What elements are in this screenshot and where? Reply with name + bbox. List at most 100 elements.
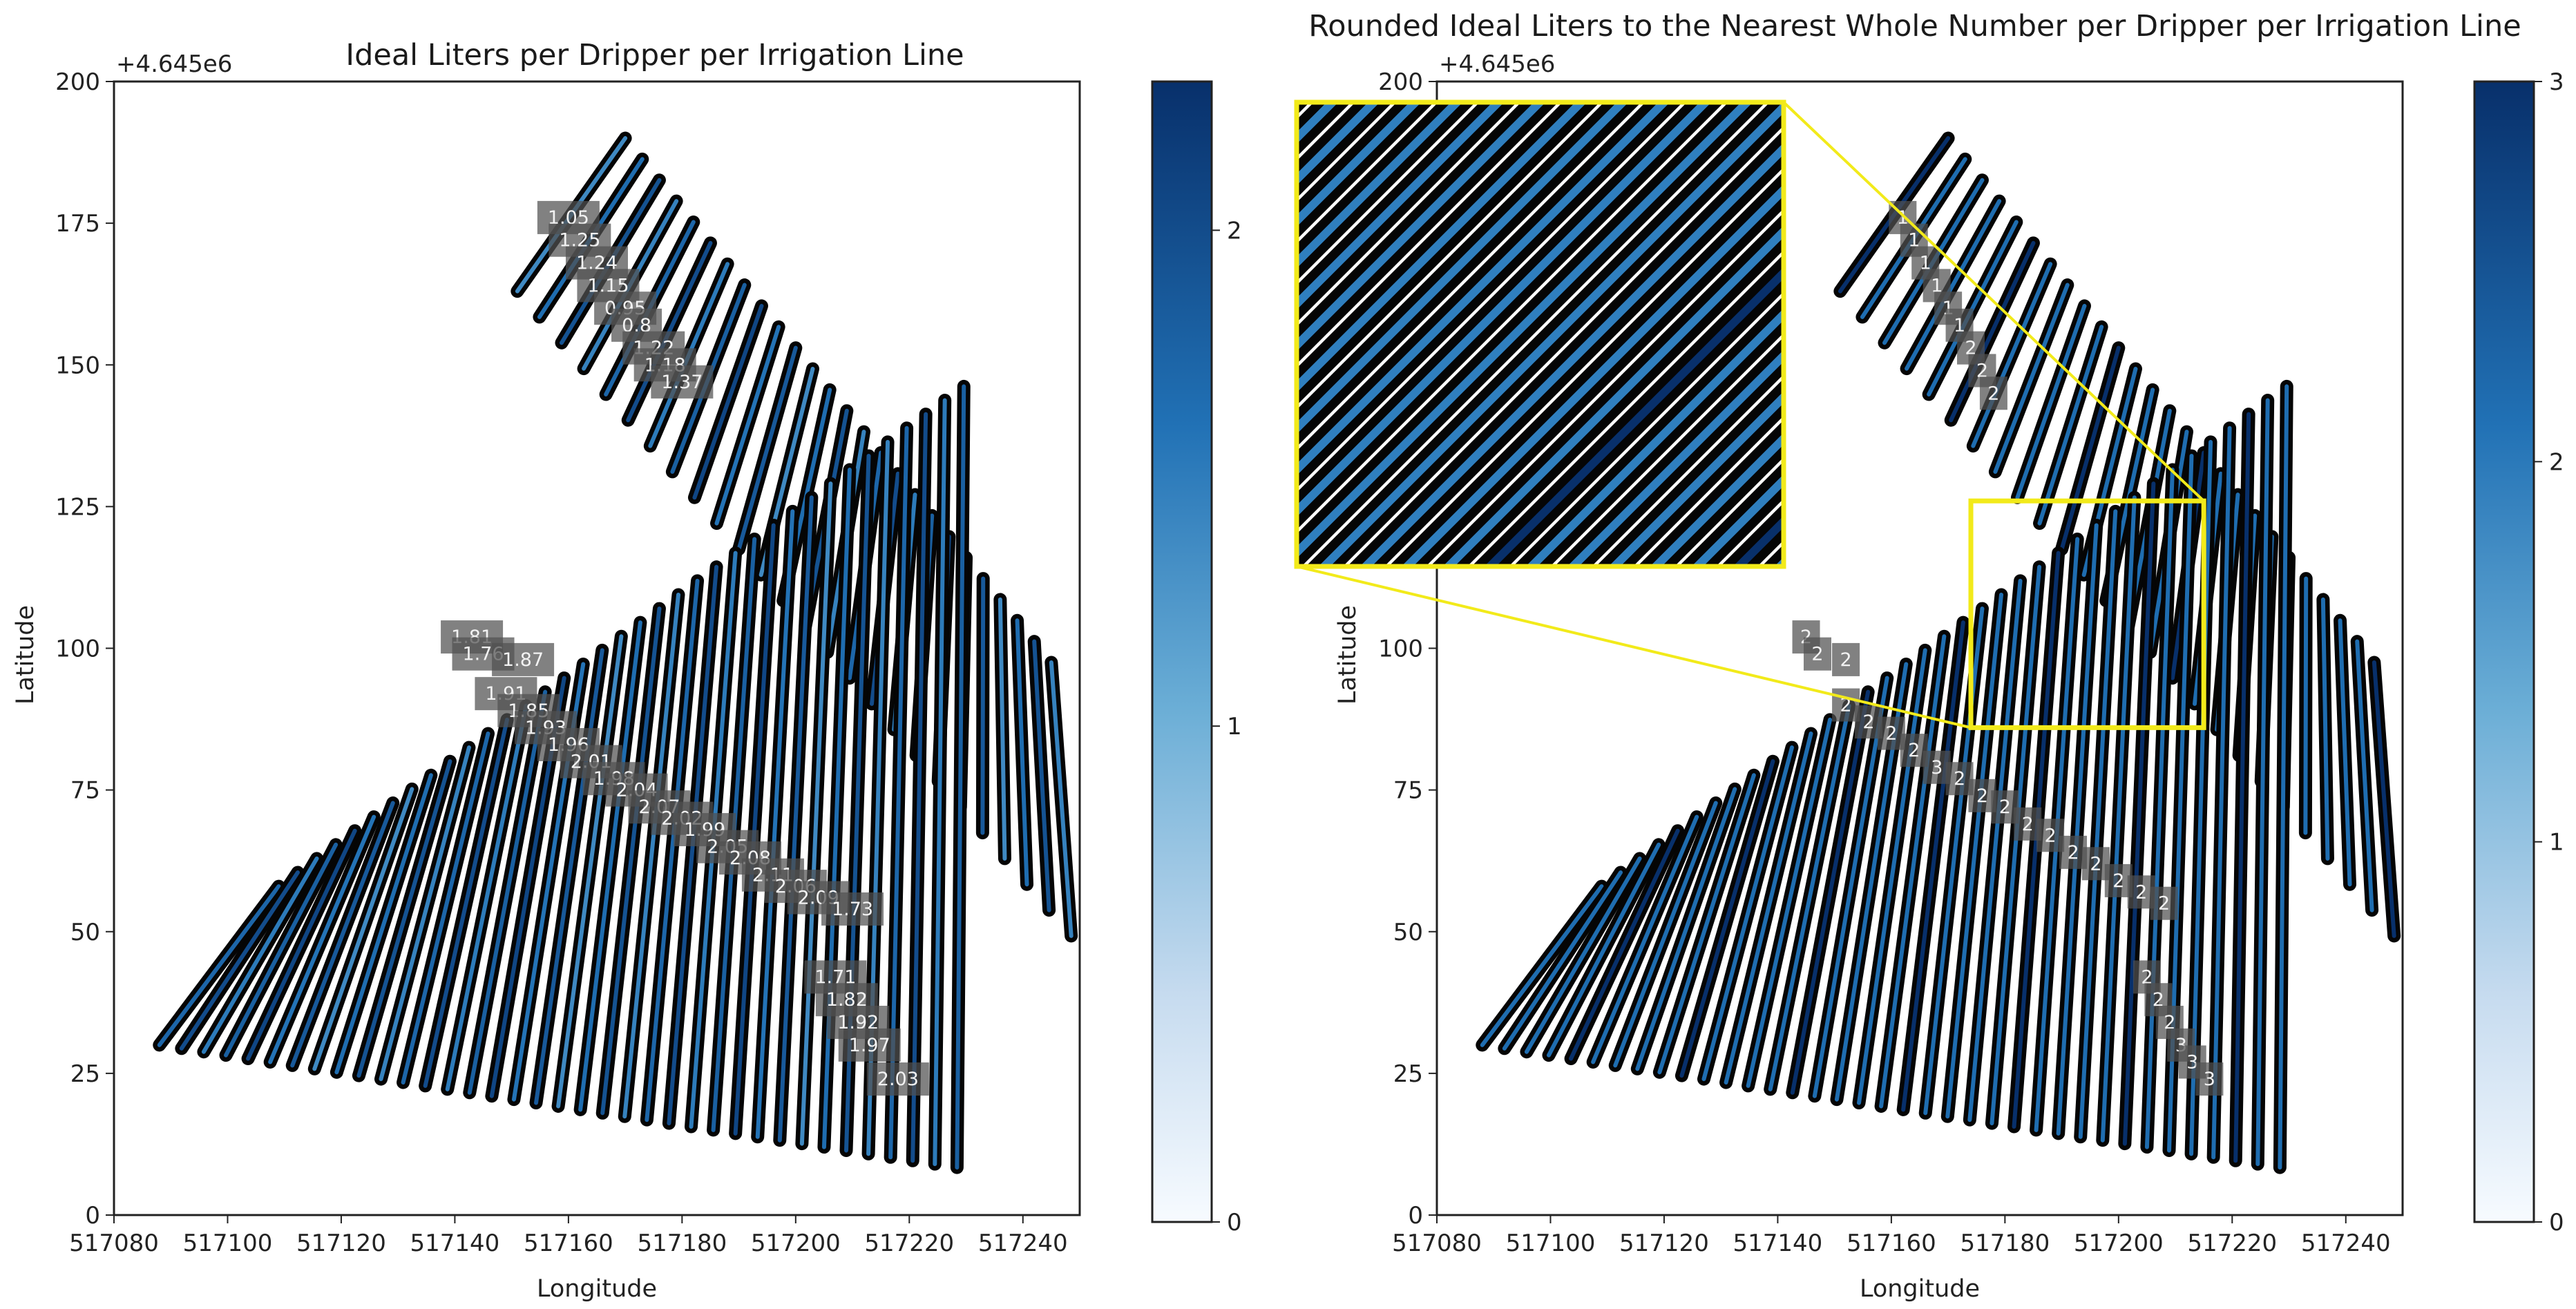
x-tick-label: 517200 [2074,1230,2164,1257]
zoom-line [1484,267,1784,566]
y-offset-text: +4.645e6 [116,50,232,78]
irrigation-line [736,345,798,551]
irrigation-line [290,801,395,1068]
irrigation-line [955,384,966,1170]
colorbar-tick-label: 2 [1227,217,1242,245]
y-tick-label: 0 [85,1202,100,1230]
y-tick-label: 25 [1393,1060,1423,1088]
irrigation-line [910,412,928,1163]
annotation-label: 2 [1976,785,1988,807]
irrigation-line [1967,578,2023,1122]
annotation-label: 1.73 [832,899,873,920]
y-tick-label: 75 [70,777,100,805]
annotation-box [2150,886,2178,920]
zoom-inset-frame [1294,99,1786,569]
annotation-label: 2 [2158,893,2170,915]
irrigation-line [1679,759,1775,1078]
x-axis-label: Longitude [1860,1275,1980,1303]
irrigation-line [401,731,490,1085]
irrigation-line [179,870,300,1051]
annotation-label: 2 [1954,768,1965,790]
irrigation-line [733,523,776,1136]
zoom-line [1297,102,1587,393]
colorbar-ticks: 0 1 2 [1212,217,1242,1236]
irrigation-line [1857,648,1927,1105]
irrigation-line [1927,220,2019,396]
irrigation-line [799,481,833,1146]
colorbar-gradient [1151,80,1213,1223]
annotation-label: 1 [1920,253,1931,274]
annotation-label: 2 [2022,814,2034,835]
x-tick-label: 517240 [978,1230,1068,1257]
annotation-label: 2 [2153,989,2164,1011]
annotation-box [838,1028,901,1062]
irrigation-line [1901,620,1965,1112]
zoom-connector [1296,565,1972,729]
annotation-box [2195,1062,2224,1096]
irrigation-line [312,787,414,1071]
y-tick-label: 100 [1378,636,1423,663]
irrigation-line [1812,676,1889,1098]
chart-ideal-liters: Ideal Liters per Dripper per Irrigation … [12,38,1242,1303]
irrigation-line [777,495,814,1143]
x-tick-label: 517120 [296,1230,386,1257]
y-tick-label: 200 [1378,68,1423,96]
irrigation-line [933,398,947,1167]
annotation-box [821,892,884,926]
zoom-line [1691,474,1784,566]
annotation-box [492,642,555,676]
annotation-label: 2 [1885,723,1897,745]
zoom-line [1297,102,1712,517]
colorbar-tick-label: 1 [2549,829,2564,857]
irrigation-line [714,325,781,526]
irrigation-line [556,634,624,1109]
x-tick-label: 517220 [864,1230,954,1257]
y-tick-label: 75 [1393,777,1423,805]
annotation-label: 2 [2067,842,2079,863]
x-tick-label: 517080 [1392,1230,1482,1257]
irrigation-line [246,828,357,1061]
annotation-label: 2 [1965,338,1976,359]
irrigation-line [1547,842,1661,1058]
irrigation-line [2355,639,2374,913]
irrigation-line [1768,703,1851,1091]
zoom-line [1297,102,1380,186]
x-tick-label: 517160 [524,1230,613,1257]
annotation-label: 2 [2135,881,2147,903]
annotation-label: 2 [2112,870,2124,892]
x-axis-label: Longitude [537,1275,657,1303]
zoom-connector [1782,101,2205,502]
irrigation-line [1015,618,1029,887]
colorbar-tick-label: 2 [2549,448,2564,476]
irrigation-line [2303,576,2309,835]
chart-title: Ideal Liters per Dripper per Irrigation … [345,38,964,73]
irrigation-line [2100,495,2137,1143]
irrigation-line [2144,468,2175,1149]
annotation-label: 2 [1987,383,1999,404]
irrigation-line [1701,745,1794,1082]
annotation-label: 3 [2186,1051,2198,1073]
irrigation-line [2059,345,2121,551]
irrigation-line [1949,240,2036,423]
y-tick-label: 25 [70,1060,100,1088]
irrigation-line [1905,199,2002,371]
zoom-line [1297,102,1629,434]
annotation-label: 2 [2090,853,2101,875]
irrigation-line [1613,801,1718,1068]
irrigation-line [980,576,986,835]
annotation-label: 2 [1840,695,1852,716]
irrigation-line [1480,884,1604,1047]
y-tick-label: 150 [55,352,100,379]
irrigation-line [2338,618,2352,887]
x-tick-label: 517200 [751,1230,841,1257]
irrigation-line [1945,592,2004,1119]
irrigation-line [2037,325,2104,526]
y-tick-label: 175 [55,210,100,238]
irrigation-line [755,509,795,1139]
annotation-label: 2 [1999,796,2011,818]
irrigation-line [1502,870,1623,1051]
zoom-line [1297,102,1753,559]
irrigation-line [2211,426,2232,1160]
